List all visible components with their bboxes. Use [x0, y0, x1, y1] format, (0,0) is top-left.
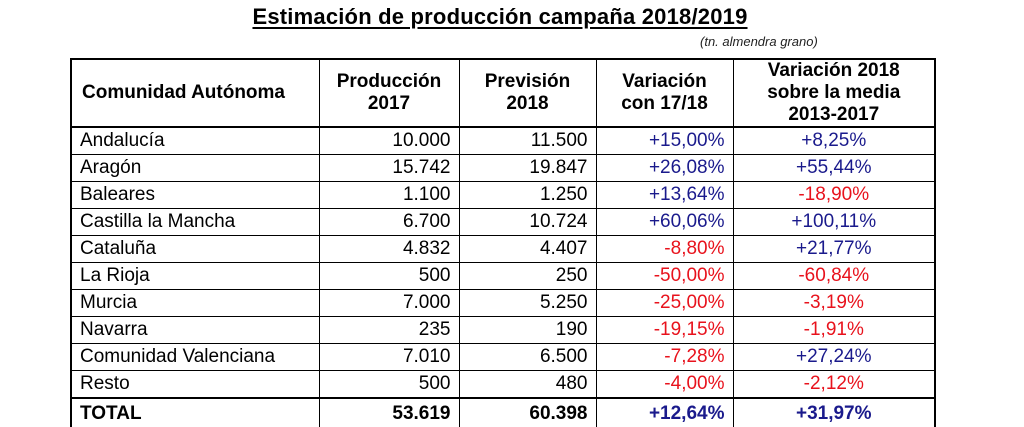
column-header-prod-2017: Producción 2017 [318, 58, 460, 128]
cell-var-17-18: +15,00% [595, 126, 734, 155]
cell-region: TOTAL [70, 397, 320, 427]
cell-prod-2017: 10.000 [318, 126, 460, 155]
cell-prev-2018: 5.250 [458, 289, 597, 317]
cell-var-media: +31,97% [732, 397, 936, 427]
cell-prod-2017: 7.010 [318, 343, 460, 371]
table-header-row: Comunidad Autónoma Producción 2017 Previ… [70, 58, 936, 128]
cell-var-17-18: -7,28% [595, 343, 734, 371]
column-header-prev-2018: Previsión 2018 [458, 58, 597, 128]
cell-var-media: -18,90% [732, 181, 936, 209]
cell-var-media: +100,11% [732, 208, 936, 236]
cell-region: Baleares [70, 181, 320, 209]
cell-prod-2017: 235 [318, 316, 460, 344]
table-row: Murcia 7.000 5.250 -25,00% -3,19% [70, 289, 936, 317]
cell-region: La Rioja [70, 262, 320, 290]
cell-prod-2017: 7.000 [318, 289, 460, 317]
column-header-var-17-18: Variación con 17/18 [595, 58, 734, 128]
cell-region: Murcia [70, 289, 320, 317]
cell-region: Resto [70, 370, 320, 399]
cell-var-media: -2,12% [732, 370, 936, 399]
cell-prev-2018: 19.847 [458, 154, 597, 182]
cell-var-17-18: -25,00% [595, 289, 734, 317]
cell-var-17-18: +60,06% [595, 208, 734, 236]
table-row: Andalucía 10.000 11.500 +15,00% +8,25% [70, 126, 936, 155]
cell-prev-2018: 6.500 [458, 343, 597, 371]
table-row: Navarra 235 190 -19,15% -1,91% [70, 316, 936, 344]
cell-prod-2017: 53.619 [318, 397, 460, 427]
cell-prev-2018: 60.398 [458, 397, 597, 427]
cell-var-17-18: -50,00% [595, 262, 734, 290]
cell-prev-2018: 250 [458, 262, 597, 290]
cell-var-media: +27,24% [732, 343, 936, 371]
total-row: TOTAL 53.619 60.398 +12,64% +31,97% [70, 397, 936, 427]
table-row: La Rioja 500 250 -50,00% -60,84% [70, 262, 936, 290]
column-header-region: Comunidad Autónoma [70, 58, 320, 128]
cell-prod-2017: 6.700 [318, 208, 460, 236]
production-table: Comunidad Autónoma Producción 2017 Previ… [70, 58, 936, 427]
table-row: Comunidad Valenciana 7.010 6.500 -7,28% +27,… [70, 343, 936, 371]
table-body: Andalucía 10.000 11.500 +15,00% +8,25% Aragón… [70, 126, 936, 427]
cell-var-media: +21,77% [732, 235, 936, 263]
cell-prod-2017: 1.100 [318, 181, 460, 209]
cell-region: Navarra [70, 316, 320, 344]
cell-prod-2017: 4.832 [318, 235, 460, 263]
table-row: Cataluña 4.832 4.407 -8,80% +21,77% [70, 235, 936, 263]
cell-var-17-18: +26,08% [595, 154, 734, 182]
cell-prev-2018: 480 [458, 370, 597, 399]
cell-region: Comunidad Valenciana [70, 343, 320, 371]
cell-region: Andalucía [70, 126, 320, 155]
cell-prev-2018: 1.250 [458, 181, 597, 209]
cell-var-media: -1,91% [732, 316, 936, 344]
table-row: Aragón 15.742 19.847 +26,08% +55,44% [70, 154, 936, 182]
cell-var-media: +8,25% [732, 126, 936, 155]
column-header-var-media: Variación 2018 sobre la media 2013-2017 [732, 58, 936, 128]
cell-var-17-18: +13,64% [595, 181, 734, 209]
cell-prod-2017: 500 [318, 262, 460, 290]
cell-var-media: +55,44% [732, 154, 936, 182]
cell-prev-2018: 11.500 [458, 126, 597, 155]
cell-region: Castilla la Mancha [70, 208, 320, 236]
table-row: Resto 500 480 -4,00% -2,12% [70, 370, 936, 399]
cell-prod-2017: 15.742 [318, 154, 460, 182]
cell-var-17-18: -19,15% [595, 316, 734, 344]
cell-var-17-18: +12,64% [595, 397, 734, 427]
unit-note: (tn. almendra grano) [700, 34, 818, 49]
cell-var-media: -60,84% [732, 262, 936, 290]
table-row: Castilla la Mancha 6.700 10.724 +60,06% +100… [70, 208, 936, 236]
cell-prev-2018: 190 [458, 316, 597, 344]
cell-prev-2018: 4.407 [458, 235, 597, 263]
cell-var-17-18: -4,00% [595, 370, 734, 399]
cell-var-media: -3,19% [732, 289, 936, 317]
table-row: Baleares 1.100 1.250 +13,64% -18,90% [70, 181, 936, 209]
cell-region: Cataluña [70, 235, 320, 263]
cell-region: Aragón [70, 154, 320, 182]
page-title: Estimación de producción campaña 2018/20… [252, 4, 748, 29]
cell-prev-2018: 10.724 [458, 208, 597, 236]
cell-var-17-18: -8,80% [595, 235, 734, 263]
cell-prod-2017: 500 [318, 370, 460, 399]
